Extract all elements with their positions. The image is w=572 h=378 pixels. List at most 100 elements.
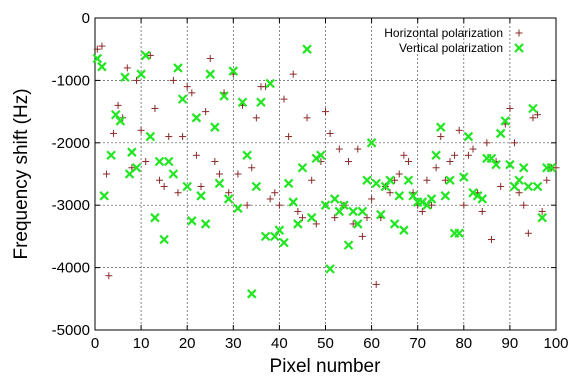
x-tick-label: 60 <box>363 335 380 352</box>
point-horizontal <box>451 151 459 159</box>
point-horizontal <box>483 139 491 147</box>
point-horizontal <box>506 104 514 112</box>
point-vertical <box>228 66 239 76</box>
point-horizontal <box>331 214 339 222</box>
point-horizontal <box>552 164 560 172</box>
point-horizontal <box>511 139 519 147</box>
point-horizontal <box>160 182 168 190</box>
point-horizontal <box>206 55 214 63</box>
point-horizontal <box>308 176 316 184</box>
point-vertical <box>150 212 160 223</box>
point-horizontal <box>538 207 546 215</box>
point-horizontal <box>137 126 145 134</box>
point-vertical <box>343 240 354 250</box>
point-horizontal <box>128 164 136 172</box>
legend-marker-x <box>514 43 524 53</box>
point-vertical <box>274 225 285 235</box>
point-vertical <box>348 206 358 217</box>
x-tick-label: 10 <box>133 335 150 352</box>
point-horizontal <box>478 207 486 215</box>
point-horizontal <box>428 201 436 209</box>
point-vertical <box>362 175 372 186</box>
point-vertical <box>242 150 252 161</box>
point-horizontal <box>322 108 329 116</box>
point-vertical <box>325 264 335 274</box>
y-tick-label: -2000 <box>52 135 90 152</box>
point-horizontal <box>271 189 279 197</box>
point-horizontal <box>225 189 233 197</box>
point-vertical <box>394 191 405 201</box>
x-tick-label: 80 <box>455 335 472 352</box>
point-horizontal <box>423 176 431 184</box>
point-vertical <box>454 228 464 239</box>
point-vertical <box>537 212 547 223</box>
point-vertical <box>293 219 303 229</box>
point-vertical <box>187 216 197 226</box>
point-vertical <box>251 181 262 192</box>
point-horizontal <box>114 101 122 109</box>
point-horizontal <box>543 176 551 184</box>
y-tick-label: 0 <box>82 10 90 27</box>
point-horizontal <box>132 76 140 84</box>
point-horizontal <box>497 182 505 190</box>
point-horizontal <box>156 176 164 184</box>
point-vertical <box>320 200 331 210</box>
point-horizontal <box>372 280 380 288</box>
point-horizontal <box>529 114 537 122</box>
point-vertical <box>431 150 441 161</box>
y-axis-label: Frequency shift (Hz) <box>11 88 32 259</box>
point-vertical <box>302 44 312 54</box>
point-vertical <box>191 113 202 123</box>
point-horizontal <box>294 207 302 215</box>
point-vertical <box>136 69 146 79</box>
point-vertical <box>297 162 308 173</box>
point-vertical <box>389 219 400 229</box>
point-vertical <box>265 78 275 89</box>
point-horizontal <box>103 170 111 178</box>
point-horizontal <box>335 145 343 153</box>
point-horizontal <box>345 158 353 166</box>
point-vertical <box>127 147 137 157</box>
point-vertical <box>491 159 501 170</box>
y-tick-labels: 0 -1000 -2000 -3000 -4000 -5000 <box>52 10 90 339</box>
point-vertical <box>223 194 234 204</box>
point-horizontal <box>280 95 288 103</box>
x-tick-label: 20 <box>179 335 196 352</box>
point-vertical <box>196 191 206 201</box>
point-vertical <box>154 156 165 167</box>
point-horizontal <box>358 232 366 240</box>
point-vertical <box>182 181 192 192</box>
legend-marker-vertical <box>514 43 524 53</box>
point-horizontal <box>391 176 399 184</box>
y-tick-label: -1000 <box>52 72 90 89</box>
point-vertical <box>279 237 289 248</box>
point-vertical <box>159 234 169 245</box>
point-horizontal <box>395 170 403 178</box>
point-horizontal <box>98 42 106 50</box>
grid-lines <box>95 18 556 330</box>
point-horizontal <box>174 189 182 197</box>
y-tick-label: -4000 <box>52 260 90 277</box>
point-vertical <box>440 191 451 201</box>
point-vertical <box>173 63 183 73</box>
point-vertical <box>514 175 524 186</box>
point-horizontal <box>151 104 159 112</box>
point-vertical <box>532 181 543 192</box>
point-horizontal <box>386 189 394 197</box>
point-vertical <box>131 162 142 173</box>
x-tick-label: 90 <box>502 335 519 352</box>
point-vertical <box>163 156 174 167</box>
point-vertical <box>463 131 474 142</box>
point-horizontal <box>202 108 210 116</box>
point-vertical <box>486 153 497 164</box>
point-horizontal <box>400 151 408 159</box>
point-horizontal <box>418 207 426 215</box>
legend-marker-horizontal <box>515 29 523 37</box>
point-horizontal <box>455 126 463 134</box>
point-vertical <box>500 116 511 126</box>
point-horizontal <box>303 114 311 122</box>
point-vertical <box>523 181 534 192</box>
point-vertical <box>376 209 386 220</box>
point-horizontal <box>234 170 242 178</box>
